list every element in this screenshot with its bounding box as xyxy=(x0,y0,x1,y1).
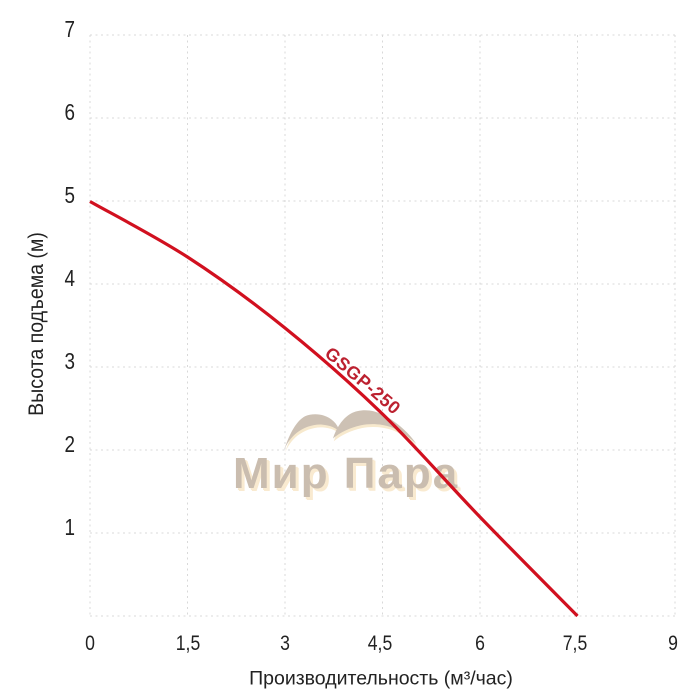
svg-text:GSGP-250: GSGP-250 xyxy=(321,343,405,419)
